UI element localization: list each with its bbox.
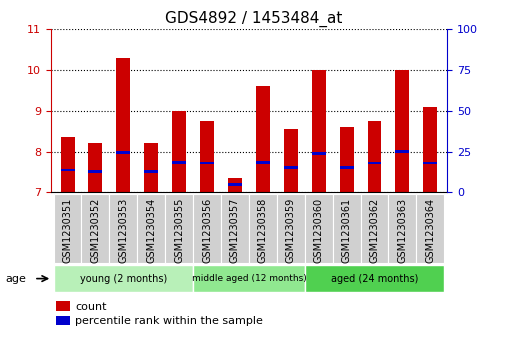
Bar	[367, 162, 382, 164]
Bar	[172, 111, 186, 192]
Bar	[312, 70, 326, 192]
Text: GSM1230364: GSM1230364	[425, 197, 435, 263]
Bar	[200, 162, 214, 164]
Bar	[53, 265, 193, 292]
Bar	[228, 183, 242, 185]
Bar	[137, 194, 165, 263]
Bar	[256, 86, 270, 192]
Text: GSM1230357: GSM1230357	[230, 197, 240, 263]
Text: middle aged (12 months): middle aged (12 months)	[192, 274, 306, 283]
Bar	[116, 151, 131, 154]
Bar	[200, 121, 214, 192]
Text: GSM1230351: GSM1230351	[62, 197, 73, 263]
Bar	[333, 194, 361, 263]
Bar	[81, 194, 109, 263]
Bar	[88, 170, 103, 172]
Bar	[256, 161, 270, 164]
Text: age: age	[5, 274, 26, 284]
Bar	[423, 162, 437, 164]
Bar	[116, 58, 131, 192]
Bar	[340, 127, 354, 192]
Text: GSM1230362: GSM1230362	[369, 197, 379, 263]
Bar	[395, 70, 409, 192]
Legend: count, percentile rank within the sample: count, percentile rank within the sample	[56, 301, 263, 326]
Text: GSM1230359: GSM1230359	[286, 197, 296, 263]
Bar	[60, 168, 75, 171]
Text: GDS4892 / 1453484_at: GDS4892 / 1453484_at	[165, 11, 343, 27]
Bar	[109, 194, 137, 263]
Bar	[423, 107, 437, 192]
Bar	[367, 121, 382, 192]
Text: GSM1230352: GSM1230352	[90, 197, 101, 263]
Bar	[193, 265, 305, 292]
Bar	[395, 150, 409, 153]
Bar	[340, 166, 354, 168]
Text: GSM1230358: GSM1230358	[258, 197, 268, 263]
Bar	[53, 194, 81, 263]
Bar	[228, 178, 242, 192]
Bar	[361, 194, 389, 263]
Bar	[165, 194, 193, 263]
Bar	[312, 152, 326, 155]
Bar	[305, 265, 444, 292]
Text: aged (24 months): aged (24 months)	[331, 274, 418, 284]
Bar	[144, 170, 158, 172]
Bar	[417, 194, 444, 263]
Text: GSM1230361: GSM1230361	[341, 197, 352, 263]
Bar	[60, 137, 75, 192]
Text: GSM1230354: GSM1230354	[146, 197, 156, 263]
Text: GSM1230353: GSM1230353	[118, 197, 129, 263]
Bar	[193, 194, 221, 263]
Text: young (2 months): young (2 months)	[80, 274, 167, 284]
Bar	[172, 161, 186, 164]
Bar	[144, 143, 158, 192]
Bar	[277, 194, 305, 263]
Bar	[249, 194, 277, 263]
Bar	[88, 143, 103, 192]
Bar	[221, 194, 249, 263]
Bar	[389, 194, 417, 263]
Text: GSM1230355: GSM1230355	[174, 197, 184, 263]
Text: GSM1230360: GSM1230360	[313, 197, 324, 263]
Bar	[284, 129, 298, 192]
Text: GSM1230356: GSM1230356	[202, 197, 212, 263]
Bar	[284, 166, 298, 168]
Bar	[305, 194, 333, 263]
Text: GSM1230363: GSM1230363	[397, 197, 407, 263]
